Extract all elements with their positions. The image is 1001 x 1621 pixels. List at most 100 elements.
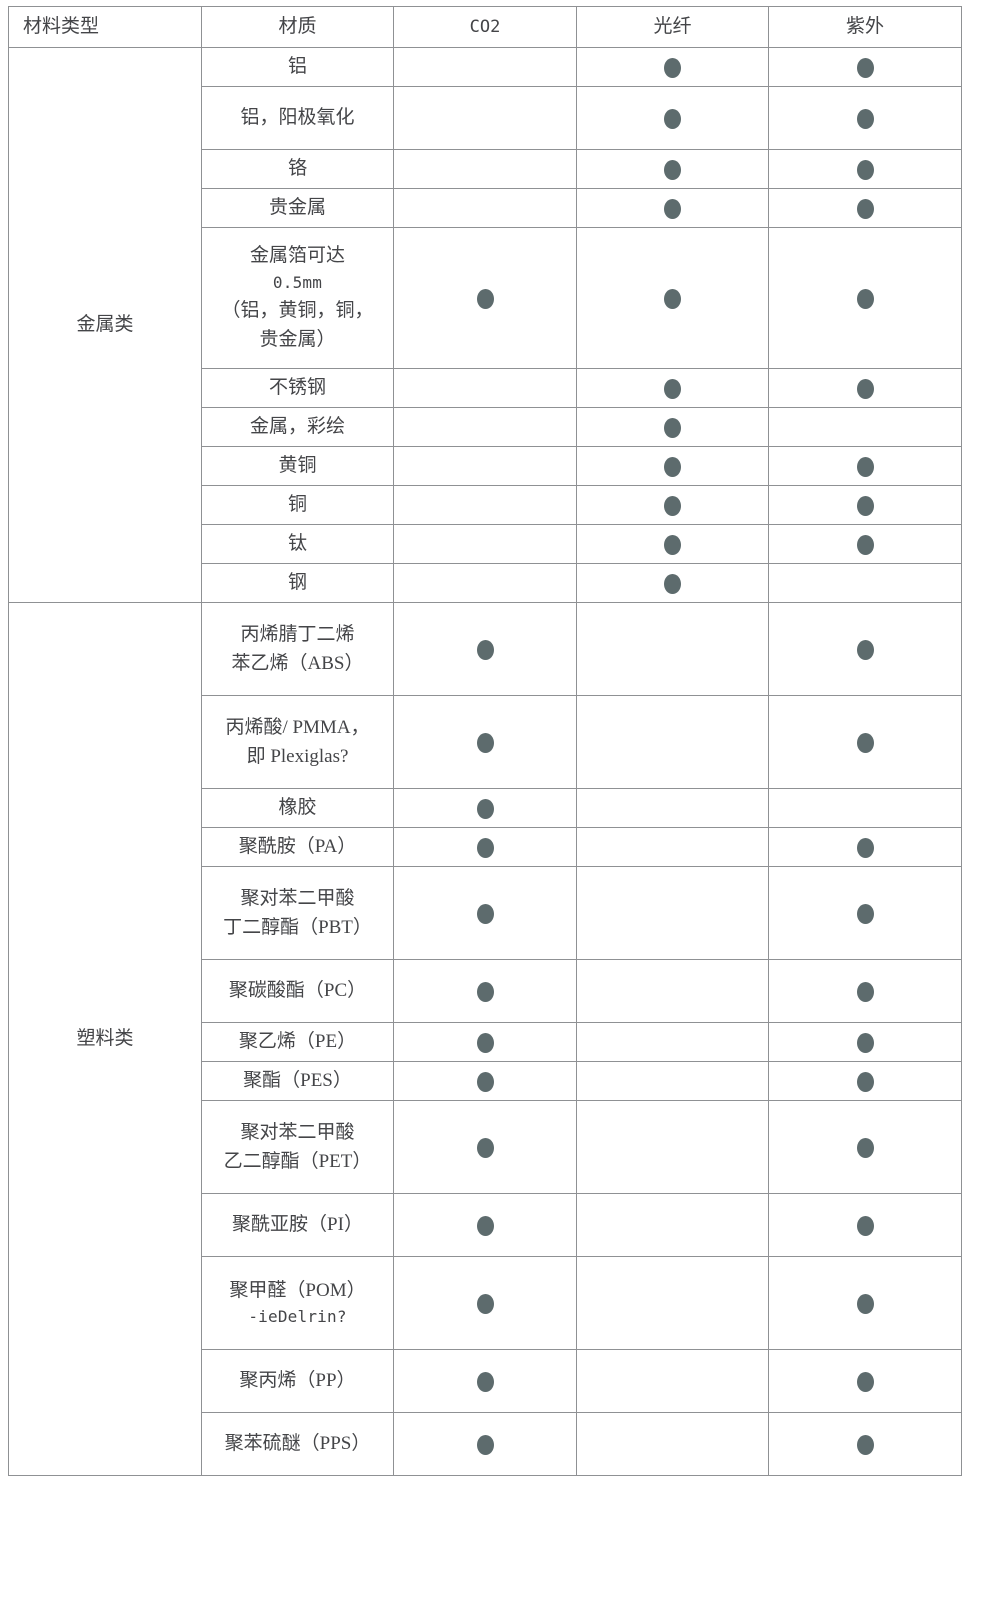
material-name-line: 聚乙烯（PE） <box>238 1031 357 1053</box>
supported-dot-icon <box>856 732 874 753</box>
column-header-fiber: 光纤 <box>576 6 769 48</box>
support-cell-uv <box>768 227 962 369</box>
material-name-line: 0.5mm <box>272 272 323 292</box>
support-cell-fiber <box>576 1256 769 1350</box>
support-cell-co2 <box>393 695 577 789</box>
support-cell-co2 <box>393 149 577 189</box>
support-cell-co2 <box>393 1412 577 1476</box>
supported-dot-icon <box>476 981 494 1002</box>
material-name-cell: 聚苯硫醚（PPS） <box>201 1412 394 1476</box>
unsupported-blank <box>664 904 681 924</box>
material-name-line: 聚对苯二甲酸 <box>240 1121 355 1143</box>
material-name-line: 丁二醇酯（PBT） <box>223 917 372 938</box>
support-cell-co2 <box>393 1061 577 1101</box>
material-name-cell: 聚乙烯（PE） <box>201 1022 394 1062</box>
column-header-co2: CO2 <box>393 6 577 48</box>
material-category-cell: 塑料类 <box>8 602 202 1476</box>
support-cell-fiber <box>576 1022 769 1062</box>
unsupported-blank <box>477 199 494 219</box>
material-name-line: 聚对苯二甲酸 <box>240 887 355 909</box>
table-row: 黄铜 <box>9 446 962 486</box>
material-name-line: 不锈钢 <box>268 377 326 399</box>
unsupported-blank <box>664 1435 681 1455</box>
support-cell-uv <box>768 524 962 564</box>
support-cell-co2 <box>393 1100 577 1194</box>
material-name-cell: 黄铜 <box>201 446 394 486</box>
support-cell-uv <box>768 446 962 486</box>
supported-dot-icon <box>856 456 874 477</box>
material-name-line: 金属，彩绘 <box>249 416 345 438</box>
support-cell-co2 <box>393 446 577 486</box>
unsupported-blank <box>477 574 494 594</box>
table-row: 丙烯酸/ PMMA， 即 Plexiglas? <box>9 695 962 789</box>
material-name-cell: 铝 <box>201 47 394 87</box>
supported-dot-icon <box>856 288 874 309</box>
table-row: 聚丙烯（PP） <box>9 1349 962 1413</box>
supported-dot-icon <box>476 1215 494 1236</box>
supported-dot-icon <box>664 378 681 399</box>
table-row: 钛 <box>9 524 962 564</box>
table-row: 钢 <box>9 563 962 603</box>
table-row: 聚酰胺（PA） <box>9 827 962 867</box>
unsupported-blank <box>857 418 874 438</box>
table-row: 聚苯硫醚（PPS） <box>9 1412 962 1476</box>
unsupported-blank <box>664 1294 681 1314</box>
table-row: 铜 <box>9 485 962 525</box>
table-row: 聚酰亚胺（PI） <box>9 1193 962 1257</box>
unsupported-blank <box>477 418 494 438</box>
supported-dot-icon <box>856 198 874 219</box>
support-cell-fiber <box>576 602 769 696</box>
material-name-cell: 铜 <box>201 485 394 525</box>
material-name-line: 聚丙烯（PP） <box>239 1370 356 1392</box>
material-name-line: 聚酰亚胺（PI） <box>232 1214 363 1236</box>
supported-dot-icon <box>856 1137 874 1158</box>
supported-dot-icon <box>856 159 874 180</box>
unsupported-blank <box>664 982 681 1002</box>
support-cell-co2 <box>393 227 577 369</box>
support-cell-fiber <box>576 1100 769 1194</box>
supported-dot-icon <box>476 1071 494 1092</box>
unsupported-blank <box>477 109 494 129</box>
table-header: 材料类型 材质 CO2 光纤 紫外 <box>8 6 962 48</box>
material-name-line: 橡胶 <box>278 797 317 819</box>
support-cell-fiber <box>576 959 769 1023</box>
support-cell-uv <box>768 1022 962 1062</box>
material-name-line: 铜 <box>287 494 307 516</box>
material-name-line: 铬 <box>287 158 307 180</box>
support-cell-co2 <box>393 1256 577 1350</box>
supported-dot-icon <box>856 1215 874 1236</box>
support-cell-fiber <box>576 827 769 867</box>
support-cell-uv <box>768 827 962 867</box>
material-name-cell: 聚丙烯（PP） <box>201 1349 394 1413</box>
material-name-cell: 贵金属 <box>201 188 394 228</box>
unsupported-blank <box>477 379 494 399</box>
support-cell-co2 <box>393 866 577 960</box>
support-cell-fiber <box>576 188 769 228</box>
support-cell-uv <box>768 1100 962 1194</box>
material-name-line: 黄铜 <box>278 455 317 477</box>
support-cell-fiber <box>576 1412 769 1476</box>
table-row: 聚酯（PES） <box>9 1061 962 1101</box>
supported-dot-icon <box>476 732 494 753</box>
supported-dot-icon <box>476 1371 494 1392</box>
unsupported-blank <box>664 799 681 819</box>
support-cell-co2 <box>393 1193 577 1257</box>
support-cell-uv <box>768 1193 962 1257</box>
table-row: 铬 <box>9 149 962 189</box>
support-cell-uv <box>768 1061 962 1101</box>
unsupported-blank <box>664 838 681 858</box>
material-name-cell: 聚酰亚胺（PI） <box>201 1193 394 1257</box>
supported-dot-icon <box>476 1137 494 1158</box>
material-compatibility-table: 材料类型 材质 CO2 光纤 紫外 金属类 铝铝，阳极氧化铬贵金属 金属箔可达 0.5mm （铝… <box>8 6 962 1476</box>
material-name-cell: 聚对苯二甲酸 丁二醇酯（PBT） <box>201 866 394 960</box>
support-cell-uv <box>768 959 962 1023</box>
support-cell-uv <box>768 188 962 228</box>
support-cell-uv <box>768 368 962 408</box>
support-cell-co2 <box>393 407 577 447</box>
table-row: 金属箔可达 0.5mm （铝，黄铜，铜， 贵金属） <box>9 227 962 369</box>
support-cell-uv <box>768 1349 962 1413</box>
support-cell-co2 <box>393 563 577 603</box>
material-name-cell: 金属箔可达 0.5mm （铝，黄铜，铜， 贵金属） <box>201 227 394 369</box>
supported-dot-icon <box>856 378 874 399</box>
header-row: 材料类型 材质 CO2 光纤 紫外 <box>8 6 962 48</box>
